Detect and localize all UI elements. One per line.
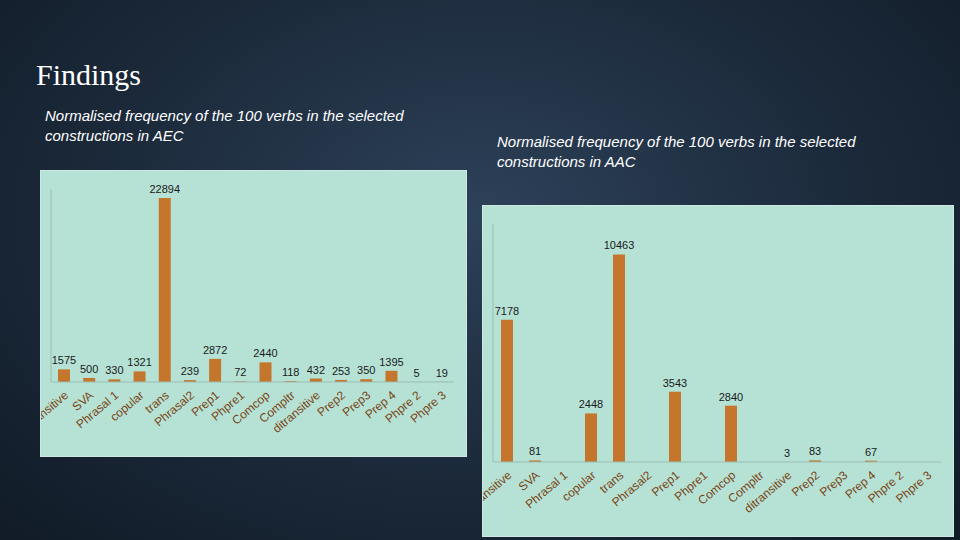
svg-text:Phrasal2: Phrasal2 xyxy=(609,468,655,510)
svg-text:Intransitive: Intransitive xyxy=(483,468,515,516)
svg-text:SVA: SVA xyxy=(515,468,543,494)
svg-text:trans: trans xyxy=(597,468,627,496)
svg-text:350: 350 xyxy=(357,364,375,376)
svg-text:432: 432 xyxy=(307,364,325,376)
svg-text:330: 330 xyxy=(105,364,123,376)
svg-text:Phrasal 1: Phrasal 1 xyxy=(522,468,571,512)
svg-text:239: 239 xyxy=(181,365,199,377)
svg-text:Comcop: Comcop xyxy=(229,388,273,428)
svg-text:1575: 1575 xyxy=(52,354,76,366)
svg-text:Prep 4: Prep 4 xyxy=(842,468,879,502)
svg-text:253: 253 xyxy=(332,365,350,377)
svg-text:1321: 1321 xyxy=(127,356,151,368)
svg-text:Compltr: Compltr xyxy=(256,388,298,426)
svg-text:trans: trans xyxy=(142,388,172,416)
svg-text:Phrasal 1: Phrasal 1 xyxy=(73,388,122,432)
svg-text:Prep2: Prep2 xyxy=(315,388,349,420)
html-text:Normalised frequency of the 10: Normalised frequency of the 100 verbs in… xyxy=(45,107,404,144)
svg-text:2872: 2872 xyxy=(203,344,227,356)
svg-text:5: 5 xyxy=(414,367,420,379)
svg-text:2840: 2840 xyxy=(719,391,743,403)
svg-text:Phpre 2: Phpre 2 xyxy=(865,468,907,506)
svg-text:Prep3: Prep3 xyxy=(816,468,851,500)
svg-text:3: 3 xyxy=(784,447,790,459)
svg-text:Intransitive: Intransitive xyxy=(41,388,71,436)
svg-text:81: 81 xyxy=(529,445,541,457)
svg-text:10463: 10463 xyxy=(604,239,635,251)
svg-text:Prep1: Prep1 xyxy=(188,388,223,420)
html-text:Findings: Findings xyxy=(36,58,141,91)
svg-text:ditransitive: ditransitive xyxy=(270,388,323,436)
svg-text:7178: 7178 xyxy=(495,305,519,317)
svg-text:Compltr: Compltr xyxy=(725,468,767,506)
svg-text:Phpre 3: Phpre 3 xyxy=(408,388,449,426)
svg-text:83: 83 xyxy=(809,445,821,457)
svg-text:67: 67 xyxy=(865,446,877,458)
svg-text:2440: 2440 xyxy=(253,347,277,359)
svg-text:2448: 2448 xyxy=(579,398,603,410)
svg-text:copular: copular xyxy=(559,468,598,504)
svg-text:22894: 22894 xyxy=(149,183,180,195)
svg-text:Phpre 3: Phpre 3 xyxy=(893,468,934,506)
svg-text:Comcop: Comcop xyxy=(695,468,739,508)
svg-text:Phpre 2: Phpre 2 xyxy=(382,388,424,426)
svg-text:Phrasal2: Phrasal2 xyxy=(151,388,197,430)
svg-text:copular: copular xyxy=(107,388,146,424)
svg-text:Prep1: Prep1 xyxy=(648,468,683,500)
svg-text:Phpre1: Phpre1 xyxy=(671,468,711,504)
html-text:Normalised frequency of the 10: Normalised frequency of the 100 verbs in… xyxy=(497,133,856,170)
svg-text:Prep3: Prep3 xyxy=(339,388,374,420)
svg-text:1395: 1395 xyxy=(379,356,403,368)
svg-text:72: 72 xyxy=(234,366,246,378)
svg-text:500: 500 xyxy=(80,363,98,375)
svg-text:Prep 4: Prep 4 xyxy=(362,388,399,422)
svg-text:Phpre1: Phpre1 xyxy=(208,388,248,424)
svg-text:3543: 3543 xyxy=(663,377,687,389)
svg-text:118: 118 xyxy=(282,366,300,378)
svg-text:SVA: SVA xyxy=(69,388,97,414)
svg-text:19: 19 xyxy=(436,367,448,379)
svg-text:ditransitive: ditransitive xyxy=(741,468,794,516)
svg-text:Prep2: Prep2 xyxy=(789,468,823,500)
